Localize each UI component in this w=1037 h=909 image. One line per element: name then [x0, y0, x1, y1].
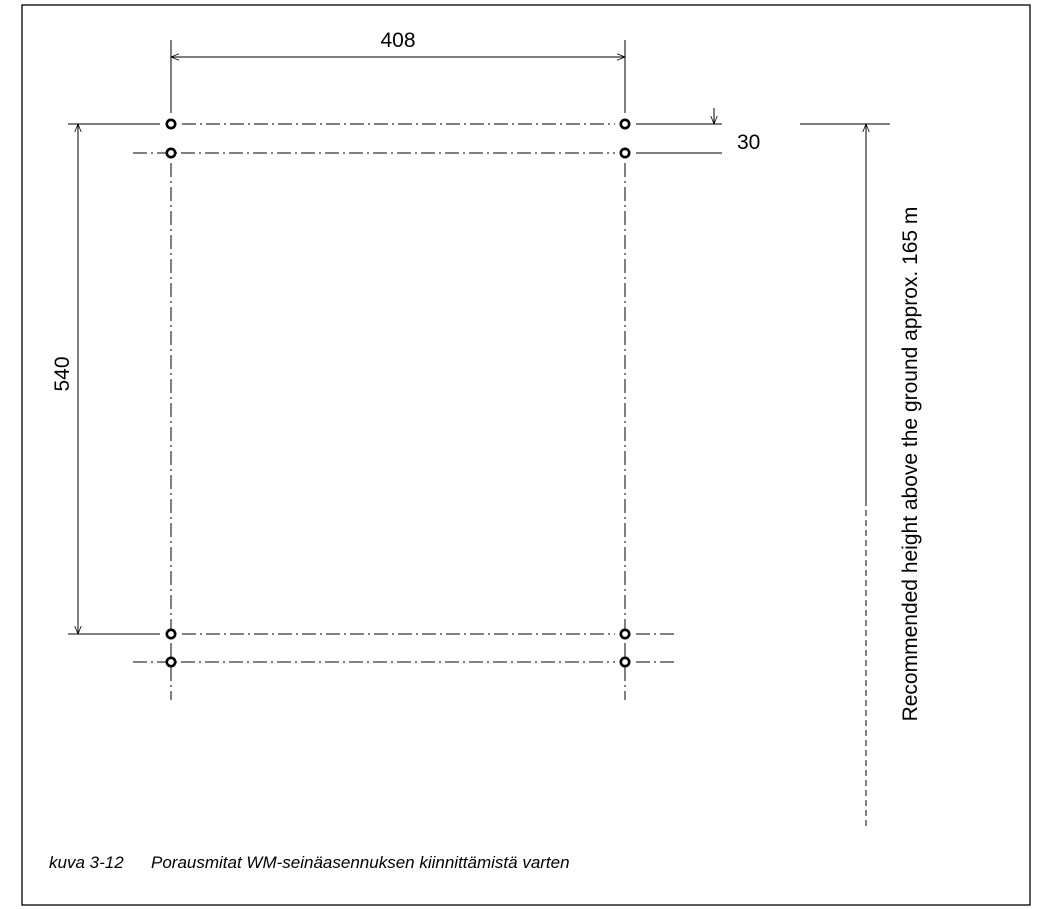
drill-hole [619, 118, 631, 130]
recommended-height-note: Recommended height above the ground appr… [899, 207, 922, 722]
page-frame [21, 4, 1031, 906]
drill-hole [619, 628, 631, 640]
drill-hole [165, 147, 177, 159]
drill-holes [165, 118, 631, 668]
drill-hole [619, 147, 631, 159]
figure-caption: kuva 3-12 Porausmitat WM-seinäasennuksen… [49, 853, 570, 872]
width-dimension-label: 408 [380, 29, 415, 52]
drill-hole [165, 656, 177, 668]
drill-hole [165, 628, 177, 640]
figure-number: kuva 3-12 [49, 853, 124, 872]
drill-hole [619, 656, 631, 668]
drill-hole [165, 118, 177, 130]
figure-caption-text: Porausmitat WM-seinäasennuksen kiinnittä… [151, 853, 570, 872]
height-dimension-label: 540 [51, 356, 74, 391]
center-lines [133, 123, 676, 700]
offset-dimension-label: 30 [737, 131, 760, 154]
extension-lines [68, 40, 890, 635]
